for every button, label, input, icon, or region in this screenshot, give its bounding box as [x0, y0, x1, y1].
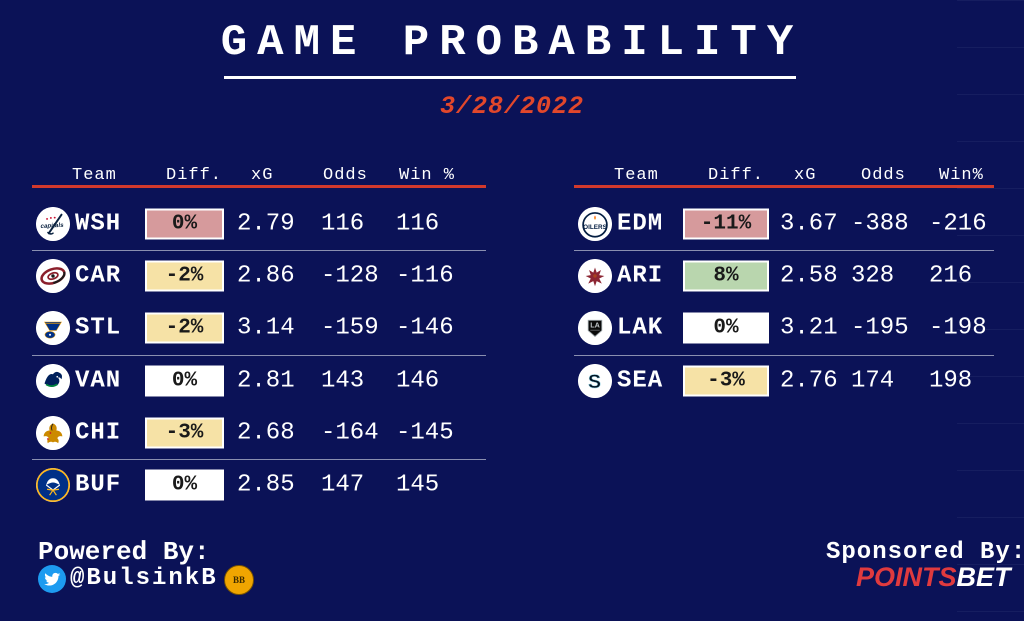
svg-text:capitals: capitals	[40, 222, 64, 230]
svg-text:S: S	[588, 371, 601, 393]
svg-text:LA: LA	[590, 321, 600, 330]
svg-text:OILERS: OILERS	[583, 224, 607, 231]
